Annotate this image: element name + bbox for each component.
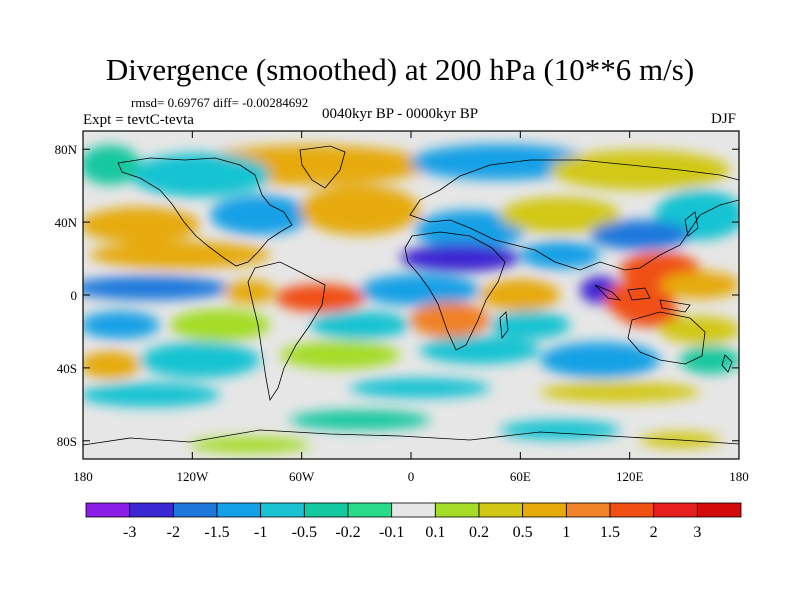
colorbar-label: -1.5 [204,524,229,541]
lon-tick-label: 120E [616,469,644,484]
period-label: 0040kyr BP - 0000kyr BP [322,106,479,122]
lon-tick-label: 60W [289,469,315,484]
colorbar-label: -1 [254,524,267,541]
lat-tick-label: 40S [57,361,77,376]
colorbar-swatch [565,502,611,518]
colorbar-label: -0.5 [292,524,317,541]
colorbar-swatch [347,502,393,518]
coastlines [83,145,739,446]
colorbar-swatch [216,502,262,518]
experiment-label: Expt = tevtC-tevta [83,112,194,128]
colorbar-swatch [522,502,567,518]
lon-tick-label: 0 [408,469,415,484]
colorbar-swatch [391,502,436,518]
stats-text: rmsd= 0.69767 diff= -0.00284692 [131,95,309,110]
colorbar-label: 0.2 [469,524,489,541]
lat-tick-label: 80S [57,434,77,449]
colorbar: -3 -2 -1.5 -1 -0.5 -0.2 -0.1 0.1 0.2 0.5 1 1.5 2 3 [85,502,742,541]
colorbar-label: -0.1 [379,524,404,541]
colorbar-label: -0.2 [335,524,360,541]
lon-tick-label: 180 [729,469,749,484]
colorbar-swatch [478,502,524,518]
lon-tick-label: 180 [73,469,93,484]
colorbar-swatch [260,502,305,518]
colorbar-swatch [85,502,131,518]
colorbar-label: -2 [167,524,180,541]
colorbar-label: -3 [123,524,136,541]
colorbar-swatch [172,502,218,518]
colorbar-label: 1.5 [600,524,620,541]
lat-tick-label: 40N [55,215,78,230]
lat-tick-label: 80N [55,142,78,157]
colorbar-swatch [696,502,742,518]
colorbar-swatch [434,502,480,518]
colorbar-swatch [609,502,655,518]
colorbar-swatch [129,502,174,518]
season-label: DJF [711,111,737,127]
colorbar-swatch [303,502,349,518]
colorbar-swatch [653,502,698,518]
colorbar-label: 0.5 [513,524,533,541]
colorbar-label: 3 [693,524,701,541]
colorbar-label: 1 [562,524,570,541]
colorbar-label: 2 [650,524,658,541]
map-ticks: 80N 40N 0 40S 80S 180 120W 60W 0 60E 120E 180 [55,131,749,484]
divergence-field [83,131,739,459]
map-title: Divergence (smoothed) at 200 hPa (10**6 … [105,52,695,87]
lon-tick-label: 60E [510,469,531,484]
lat-tick-label: 0 [71,288,78,303]
lon-tick-label: 120W [176,469,209,484]
colorbar-label: 0.1 [425,524,445,541]
